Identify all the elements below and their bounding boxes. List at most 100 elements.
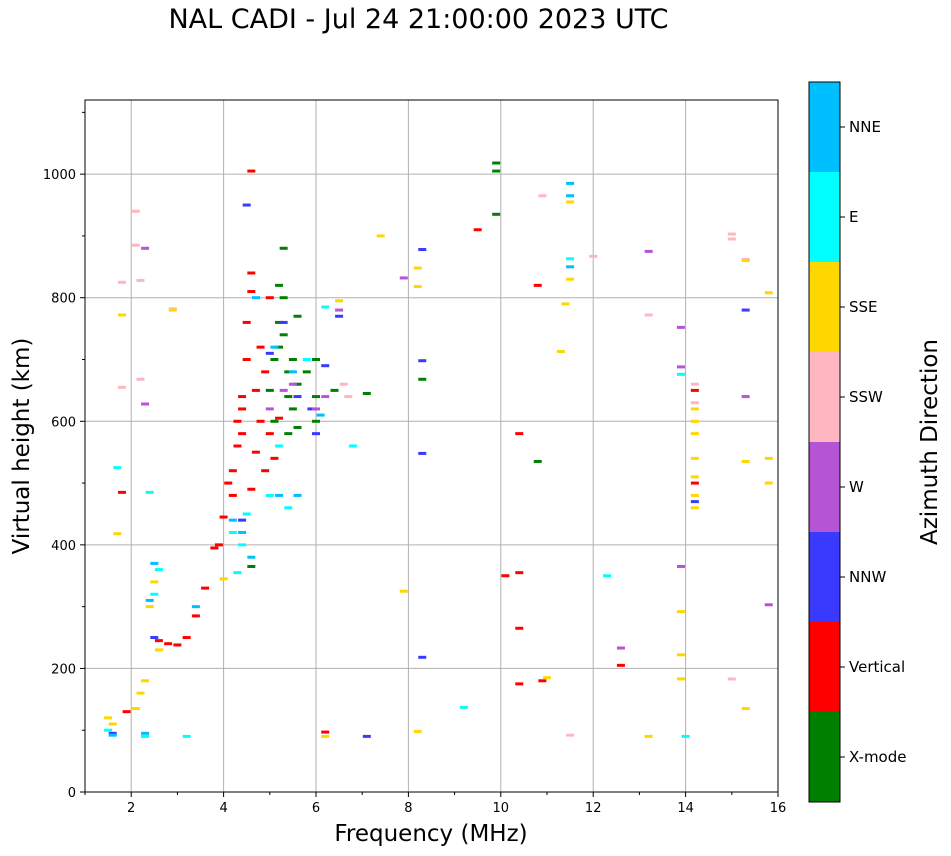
x-tick-label: 12	[585, 801, 602, 816]
data-point-e	[182, 734, 191, 738]
data-point-e	[265, 493, 274, 497]
data-point-x-mode	[275, 320, 284, 324]
data-point-vertical	[265, 432, 274, 436]
data-point-nnw	[418, 359, 427, 363]
data-point-nne	[228, 518, 237, 522]
data-point-x-mode	[279, 246, 288, 250]
data-point-nne	[316, 413, 325, 417]
data-point-sse	[566, 200, 575, 204]
data-point-x-mode	[265, 388, 274, 392]
data-point-vertical	[515, 682, 524, 686]
data-point-vertical	[164, 642, 173, 646]
grid	[85, 100, 779, 793]
data-point-nne	[566, 265, 575, 269]
data-point-sse	[117, 313, 126, 317]
data-point-nnw	[362, 734, 371, 738]
data-point-vertical	[238, 407, 247, 411]
data-point-x-mode	[270, 358, 279, 361]
data-point-sse	[764, 481, 773, 485]
data-point-x-mode	[330, 388, 339, 392]
data-point-vertical	[533, 283, 542, 287]
data-point-x-mode	[533, 459, 542, 463]
data-point-nnw	[279, 320, 288, 324]
data-point-vertical	[173, 643, 182, 647]
data-point-e	[233, 571, 242, 575]
data-point-e	[154, 568, 163, 572]
data-point-x-mode	[284, 432, 293, 436]
data-point-vertical	[261, 469, 270, 473]
data-point-x-mode	[312, 358, 320, 361]
data-point-w	[279, 388, 288, 392]
data-point-vertical	[233, 419, 242, 423]
data-point-e	[275, 444, 284, 448]
data-point-nne	[566, 181, 575, 185]
data-point-x-mode	[302, 370, 311, 374]
data-point-nne	[275, 493, 284, 497]
data-point-e	[104, 728, 113, 732]
data-point-w	[265, 407, 274, 411]
data-point-nne	[238, 531, 247, 534]
data-point-x-mode	[284, 370, 293, 374]
data-point-sse	[676, 677, 685, 681]
data-point-w	[676, 325, 685, 329]
data-point-sse	[690, 407, 699, 411]
data-point-ssw	[117, 385, 126, 389]
data-point-nne	[145, 598, 154, 602]
data-point-sse	[690, 419, 699, 423]
data-point-ssw	[589, 254, 598, 258]
data-point-vertical	[201, 586, 210, 590]
data-point-vertical	[275, 416, 284, 420]
data-point-sse	[150, 580, 159, 584]
data-point-ssw	[644, 313, 653, 317]
data-point-e	[302, 358, 311, 361]
data-point-e	[145, 490, 154, 494]
data-point-sse	[104, 716, 113, 720]
data-point-sse	[335, 299, 344, 303]
data-point-vertical	[122, 710, 131, 714]
data-point-vertical	[233, 444, 242, 448]
data-point-vertical	[515, 432, 524, 436]
data-point-sse	[676, 610, 685, 614]
colorbar-tick-label: W	[849, 478, 864, 496]
data-point-e	[603, 574, 612, 578]
data-point-nne	[251, 296, 260, 300]
colorbar-tick-label: X-mode	[849, 748, 906, 766]
data-point-x-mode	[270, 419, 279, 423]
data-point-e	[681, 734, 690, 738]
data-point-x-mode	[284, 395, 293, 399]
data-point-vertical	[256, 345, 265, 349]
data-point-e	[113, 466, 122, 470]
y-tick-label: 400	[51, 539, 76, 554]
data-point-vertical	[242, 358, 251, 361]
data-point-sse	[690, 493, 699, 497]
data-point-nnw	[418, 655, 427, 659]
data-point-vertical	[270, 456, 279, 460]
colorbar-tick-label: SSW	[849, 388, 883, 406]
data-point-nne	[191, 605, 200, 609]
data-point-nnw	[312, 432, 320, 436]
data-point-sse	[566, 277, 575, 281]
data-point-e	[566, 257, 575, 261]
data-point-vertical	[251, 388, 260, 392]
data-point-sse	[690, 432, 699, 436]
data-point-sse	[413, 729, 422, 733]
x-tick-label: 6	[312, 801, 320, 816]
data-point-sse	[399, 589, 408, 593]
colorbar-segment	[809, 352, 840, 442]
data-point-sse	[145, 605, 154, 609]
data-point-vertical	[210, 546, 219, 550]
data-point-x-mode	[247, 564, 256, 568]
data-point-vertical	[261, 370, 270, 374]
data-point-w	[676, 564, 685, 568]
data-point-ssw	[344, 395, 353, 399]
data-point-nnw	[741, 308, 750, 312]
x-tick-label: 4	[219, 801, 227, 816]
colorbar-tick-label: NNW	[849, 568, 886, 586]
data-point-x-mode	[288, 407, 297, 411]
data-point-w	[321, 395, 330, 399]
data-point-vertical	[219, 515, 228, 519]
data-point-sse	[690, 506, 699, 510]
data-point-vertical	[182, 636, 191, 640]
data-point-sse	[690, 456, 699, 460]
axis-ticks: 2 4 6 8 10 12 14 16 0 200 400 600 800 1000	[43, 111, 786, 816]
